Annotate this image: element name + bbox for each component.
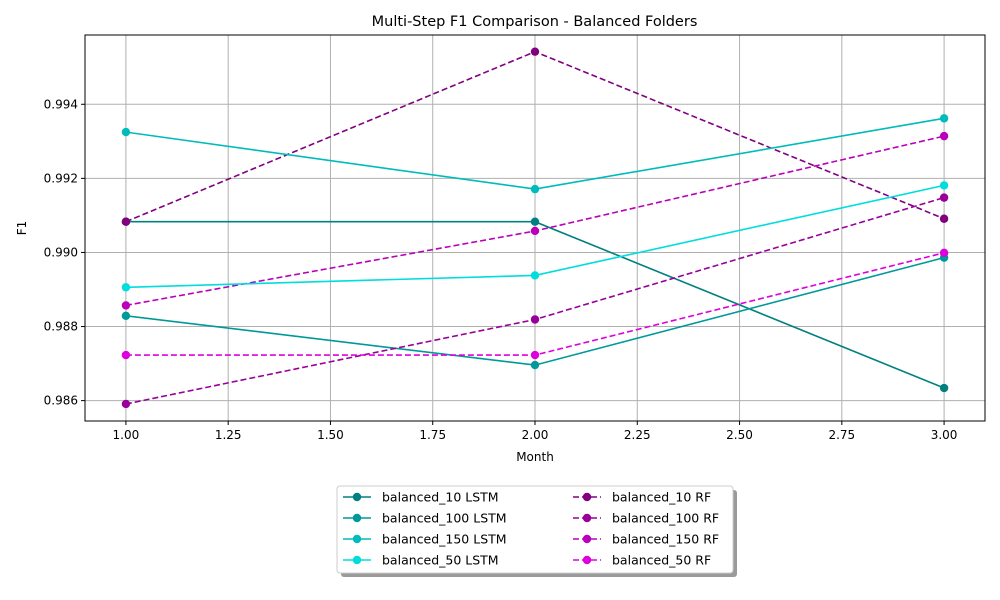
legend-entry: balanced_150 RF xyxy=(573,532,719,547)
legend-label: balanced_10 RF xyxy=(612,490,711,505)
y-tick-label: 0.988 xyxy=(44,320,78,334)
data-point xyxy=(121,311,131,320)
data-point xyxy=(939,214,949,223)
legend-entry: balanced_100 RF xyxy=(573,511,719,526)
data-point xyxy=(530,360,540,370)
legend-label: balanced_100 LSTM xyxy=(382,511,507,526)
y-tick-label: 0.986 xyxy=(44,394,78,408)
data-point xyxy=(939,131,949,141)
data-point xyxy=(121,127,131,137)
legend-label: balanced_50 LSTM xyxy=(382,553,499,568)
legend-marker xyxy=(352,534,362,544)
legend-label: balanced_150 LSTM xyxy=(382,532,507,547)
legend-marker xyxy=(582,555,592,565)
legend-entry: balanced_150 LSTM xyxy=(343,532,507,547)
data-point xyxy=(121,283,131,292)
x-tick-label: 1.50 xyxy=(317,428,344,442)
x-tick-label: 1.75 xyxy=(419,428,446,442)
x-tick-label: 2.00 xyxy=(522,428,549,442)
data-point xyxy=(530,350,540,360)
legend-entry: balanced_10 RF xyxy=(573,490,711,505)
x-tick-label: 1.00 xyxy=(113,428,140,442)
y-tick-label: 0.994 xyxy=(44,97,78,111)
legend-label: balanced_100 RF xyxy=(612,511,719,526)
legend-marker xyxy=(352,513,362,523)
series-balanced-150-rf xyxy=(121,131,949,310)
x-tick-label: 2.50 xyxy=(726,428,753,442)
data-point xyxy=(121,399,131,409)
data-point xyxy=(121,350,131,360)
data-point xyxy=(939,193,949,202)
y-axis-label: F1 xyxy=(15,221,29,236)
data-point xyxy=(530,315,540,324)
legend-entries: balanced_10 LSTM balanced_10 RF balanced_1… xyxy=(343,490,719,568)
x-tick-label: 2.25 xyxy=(624,428,651,442)
x-tick-label: 3.00 xyxy=(931,428,958,442)
data-point xyxy=(530,217,540,226)
series-balanced-50-rf xyxy=(121,248,949,360)
data-point xyxy=(939,114,949,123)
legend-entry: balanced_50 LSTM xyxy=(343,553,499,568)
legend-entry: balanced_50 RF xyxy=(573,553,711,568)
data-point xyxy=(530,226,540,236)
legend-label: balanced_50 RF xyxy=(612,553,711,568)
series-balanced-10-rf xyxy=(121,47,949,226)
data-point xyxy=(530,184,540,194)
legend-entry: balanced_10 LSTM xyxy=(343,490,499,505)
data-point xyxy=(939,383,949,393)
chart-title: Multi-Step F1 Comparison - Balanced Fold… xyxy=(372,14,698,30)
series-balanced-150-lstm xyxy=(121,114,949,194)
legend: balanced_10 LSTM balanced_10 RF balanced_1… xyxy=(336,485,737,577)
legend-label: balanced_150 RF xyxy=(612,532,719,547)
legend-marker xyxy=(352,555,362,565)
y-tick-label: 0.992 xyxy=(44,171,78,185)
legend-label: balanced_10 LSTM xyxy=(382,490,499,505)
ticks: 1.00 1.25 1.50 1.75 2.00 2.25 2.50 2.75 3.00 0.98… xyxy=(44,97,958,442)
series-layer xyxy=(121,47,949,409)
series-balanced-50-lstm xyxy=(121,181,949,292)
y-tick-label: 0.990 xyxy=(44,245,78,259)
legend-marker xyxy=(582,492,592,502)
x-tick-label: 1.25 xyxy=(215,428,242,442)
data-point xyxy=(530,47,540,56)
data-point xyxy=(939,248,949,258)
legend-entry: balanced_100 LSTM xyxy=(343,511,507,526)
data-point xyxy=(939,181,949,190)
legend-marker xyxy=(582,513,592,523)
x-tick-label: 2.75 xyxy=(828,428,855,442)
data-point xyxy=(530,271,540,280)
x-axis-label: Month xyxy=(516,450,554,464)
data-point xyxy=(121,301,131,310)
legend-marker xyxy=(582,534,592,544)
legend-box xyxy=(336,485,734,574)
legend-marker xyxy=(352,492,362,502)
grid xyxy=(85,35,985,421)
data-point xyxy=(121,217,131,226)
series-balanced-100-rf xyxy=(121,193,949,409)
